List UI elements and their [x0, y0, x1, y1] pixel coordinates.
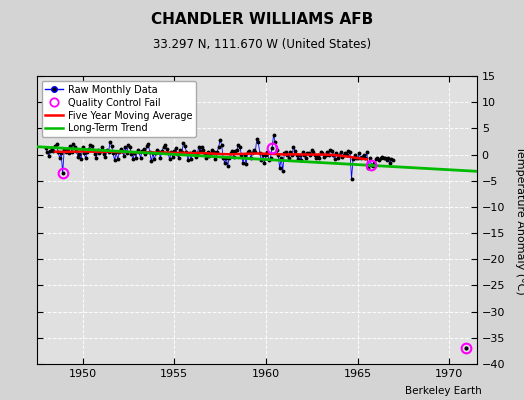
- Text: Berkeley Earth: Berkeley Earth: [406, 386, 482, 396]
- Text: CHANDLER WILLIAMS AFB: CHANDLER WILLIAMS AFB: [151, 12, 373, 27]
- Text: 33.297 N, 111.670 W (United States): 33.297 N, 111.670 W (United States): [153, 38, 371, 51]
- Y-axis label: Temperature Anomaly (°C): Temperature Anomaly (°C): [515, 146, 524, 294]
- Legend: Raw Monthly Data, Quality Control Fail, Five Year Moving Average, Long-Term Tren: Raw Monthly Data, Quality Control Fail, …: [41, 81, 196, 137]
